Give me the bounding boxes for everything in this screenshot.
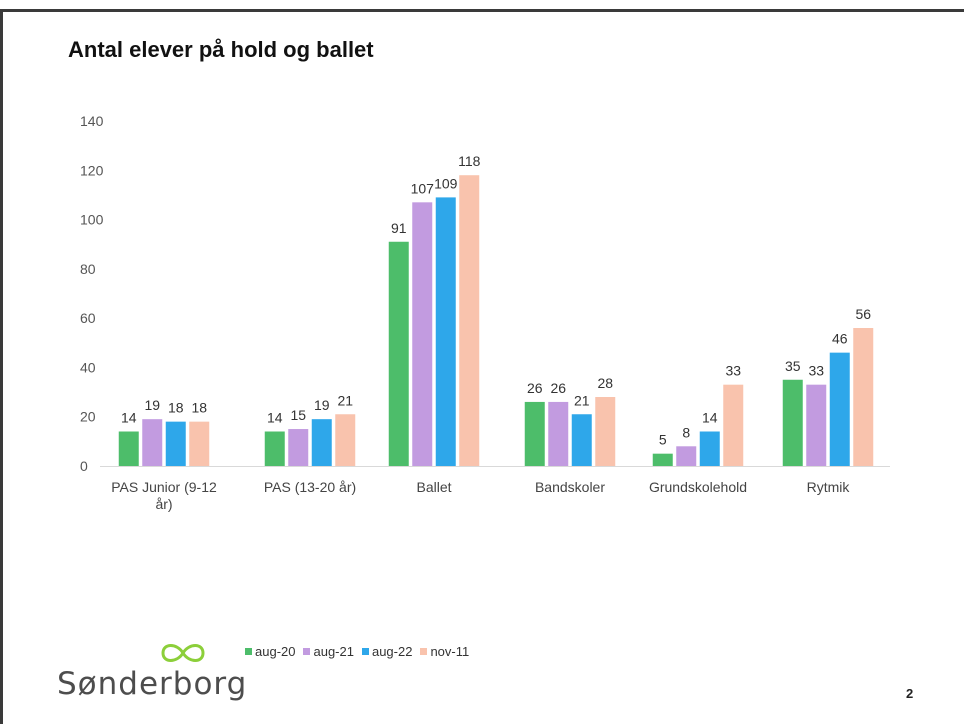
bar-aug-21 [412,202,433,467]
data-label: 118 [458,153,481,169]
bar-aug-20 [782,379,803,466]
infinity-icon [161,644,205,662]
y-tick-label: 140 [80,113,104,129]
y-tick-label: 0 [80,458,88,474]
bar-aug-20 [118,431,139,466]
legend-swatch [303,648,311,655]
x-tick-label: år) [155,496,172,512]
data-label: 56 [855,306,871,322]
x-tick-label: Grundskolehold [649,479,747,495]
data-label: 21 [574,392,590,408]
y-tick-label: 100 [80,212,104,228]
data-label: 14 [702,410,718,426]
data-label: 14 [121,410,137,426]
bar-aug-20 [388,241,409,466]
bar-aug-20 [524,401,545,466]
bar-nov-11 [853,328,874,466]
x-tick-label: Bandskoler [535,479,605,495]
legend-item: aug-22 [361,644,413,659]
bar-aug-22 [699,431,720,466]
bar-aug-21 [288,429,309,466]
data-label: 28 [597,375,613,391]
slide-title: Antal elever på hold og ballet [68,37,374,62]
data-label: 21 [337,392,353,408]
x-tick-label: PAS Junior (9-12 [111,479,217,495]
legend-label: nov-11 [430,644,470,659]
data-label: 18 [191,400,207,416]
slide-frame-left [0,9,3,724]
bar-nov-11 [723,384,744,466]
x-tick-label: Ballet [416,479,451,495]
legend-item: aug-20 [245,644,295,659]
bar-aug-21 [676,446,697,466]
data-label: 15 [290,407,306,423]
legend-swatch [245,648,252,655]
data-label: 107 [411,180,435,196]
data-label: 5 [659,432,667,448]
bar-aug-22 [311,419,332,466]
bar-aug-22 [165,421,186,466]
legend-swatch [420,648,428,655]
data-label: 91 [391,220,407,236]
logo-text: Sønderborg [57,666,248,702]
bar-aug-22 [829,352,850,466]
bar-aug-20 [264,431,285,466]
data-label: 19 [144,397,160,413]
y-tick-label: 20 [80,409,96,425]
y-tick-label: 40 [80,359,96,375]
bar-nov-11 [189,421,210,466]
data-label: 35 [785,358,801,374]
bar-nov-11 [335,414,356,466]
data-label: 109 [434,175,458,191]
legend-item: aug-21 [303,644,354,659]
bar-aug-21 [548,401,569,466]
chart-legend: aug-20 aug-21 aug-22 nov-11 [245,644,469,659]
legend-label: aug-20 [255,644,296,659]
data-label: 46 [832,331,848,347]
bar-aug-21 [142,419,163,466]
y-tick-label: 120 [80,162,104,178]
bar-aug-22 [571,414,592,466]
bar-aug-21 [806,384,827,466]
data-label: 8 [682,424,690,440]
data-label: 26 [527,380,543,396]
legend-item: nov-11 [420,644,469,659]
bar-aug-20 [652,453,673,466]
data-label: 19 [314,397,330,413]
sonderborg-logo: Sønderborg [57,640,257,710]
data-label: 33 [808,363,824,379]
data-label: 33 [725,363,741,379]
legend-swatch [361,648,369,655]
page-number: 2 [906,686,914,701]
x-tick-label: Rytmik [807,479,851,495]
bar-nov-11 [459,175,480,466]
legend-label: aug-22 [371,644,413,659]
bar-aug-22 [435,197,456,466]
data-label: 18 [168,400,184,416]
x-tick-label: PAS (13-20 år) [264,479,356,495]
legend-label: aug-21 [313,644,354,659]
y-tick-label: 80 [80,261,96,277]
bar-nov-11 [595,397,616,466]
data-label: 14 [267,410,283,426]
y-tick-label: 60 [80,310,96,326]
data-label: 26 [550,380,566,396]
slide-frame-top [0,9,964,12]
